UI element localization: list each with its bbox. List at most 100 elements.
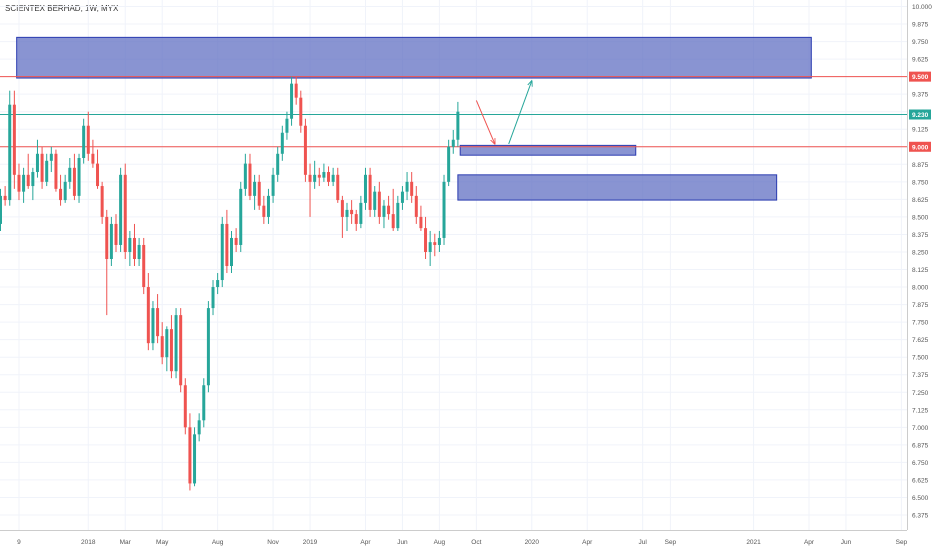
candle-body — [156, 308, 160, 337]
candle — [308, 163, 312, 217]
candle — [290, 76, 294, 126]
candle-body — [31, 172, 35, 187]
candle-body — [253, 181, 257, 196]
candle-body — [96, 163, 100, 187]
candle — [0, 188, 2, 231]
candle-body — [128, 237, 132, 252]
candle-body — [225, 223, 229, 267]
candle-body — [216, 280, 220, 288]
candle-body — [391, 214, 395, 229]
candle — [128, 230, 132, 267]
candle — [160, 322, 164, 365]
candle-body — [8, 104, 12, 201]
candle — [313, 160, 317, 189]
y-tick-label: 7.500 — [912, 355, 929, 362]
y-tick-label: 7.875 — [912, 302, 929, 309]
x-tick-label: Apr — [582, 539, 593, 546]
candle-body — [239, 188, 243, 245]
candle-body — [54, 153, 58, 189]
candle — [17, 163, 21, 201]
candle-body — [12, 104, 16, 175]
y-tick-label: 7.125 — [912, 407, 929, 414]
candle — [377, 181, 381, 224]
candle — [68, 157, 72, 189]
candle-body — [327, 172, 331, 182]
candle — [456, 101, 460, 147]
candle — [31, 167, 35, 201]
y-tick-label: 7.625 — [912, 337, 929, 344]
candle-body — [146, 287, 150, 344]
zone-rectangle-2 — [459, 144, 637, 156]
candle-body — [77, 157, 81, 196]
x-tick-label: Aug — [212, 539, 224, 546]
candle-body — [340, 200, 344, 217]
y-tick-label: 9.625 — [912, 57, 929, 64]
y-tick-label: 7.000 — [912, 425, 929, 432]
candle — [285, 111, 289, 140]
candle-body — [350, 209, 354, 215]
candle-body — [442, 181, 446, 238]
candle-body — [137, 244, 141, 259]
candle-body — [63, 181, 67, 201]
y-tick-label: 8.125 — [912, 267, 929, 274]
candle — [100, 181, 104, 224]
y-tick-label: 7.250 — [912, 390, 929, 397]
candle — [336, 167, 340, 203]
candle-body — [22, 174, 26, 192]
candle-body — [234, 237, 238, 245]
y-tick-label: 8.500 — [912, 214, 929, 221]
y-tick-label: 6.875 — [912, 442, 929, 449]
candle — [132, 223, 136, 267]
x-tick-label: May — [156, 539, 169, 546]
price-label-box — [909, 71, 931, 82]
x-tick-label: 2020 — [525, 539, 540, 546]
candle — [414, 186, 418, 224]
candle — [156, 294, 160, 344]
x-tick-label: Nov — [267, 539, 279, 546]
candle-body — [59, 188, 63, 201]
y-tick-label: 8.375 — [912, 232, 929, 239]
candle — [77, 153, 81, 203]
candle-body — [105, 216, 109, 259]
candle — [419, 205, 423, 231]
candle — [26, 153, 30, 189]
x-tick-label: Sep — [896, 539, 908, 546]
candle — [387, 195, 391, 220]
candle — [82, 118, 86, 164]
candle-body — [285, 118, 289, 133]
candle-body — [336, 174, 340, 201]
candle — [63, 174, 67, 203]
candle-body — [72, 167, 76, 196]
candle — [234, 228, 238, 252]
candle-body — [49, 153, 53, 161]
candle-body — [400, 191, 404, 203]
candle-body — [387, 205, 391, 215]
x-tick-label: 2021 — [746, 539, 761, 546]
candle-body — [266, 195, 270, 217]
zone-rectangle-3 — [457, 174, 778, 201]
candle — [327, 166, 331, 187]
candle — [391, 188, 395, 231]
candle — [49, 146, 53, 173]
candle-body — [331, 174, 335, 182]
y-tick-label: 10.000 — [912, 4, 932, 11]
candle — [211, 280, 215, 316]
candle — [230, 230, 233, 274]
candle-body — [132, 237, 136, 259]
candle — [382, 200, 386, 229]
y-tick-label: 9.750 — [912, 39, 929, 46]
price-label: 9.230 — [912, 112, 929, 119]
y-tick-label: 6.375 — [912, 513, 929, 520]
price-label: 9.500 — [912, 74, 929, 81]
candle — [299, 90, 303, 133]
candle-body — [363, 174, 367, 203]
candle — [363, 167, 367, 210]
candle — [433, 233, 437, 257]
candle — [243, 153, 247, 196]
y-tick-label: 8.875 — [912, 162, 929, 169]
candle-body — [0, 195, 2, 224]
x-tick-label: Aug — [434, 539, 446, 546]
y-tick-label: 6.625 — [912, 477, 929, 484]
price-label-box — [909, 109, 931, 120]
